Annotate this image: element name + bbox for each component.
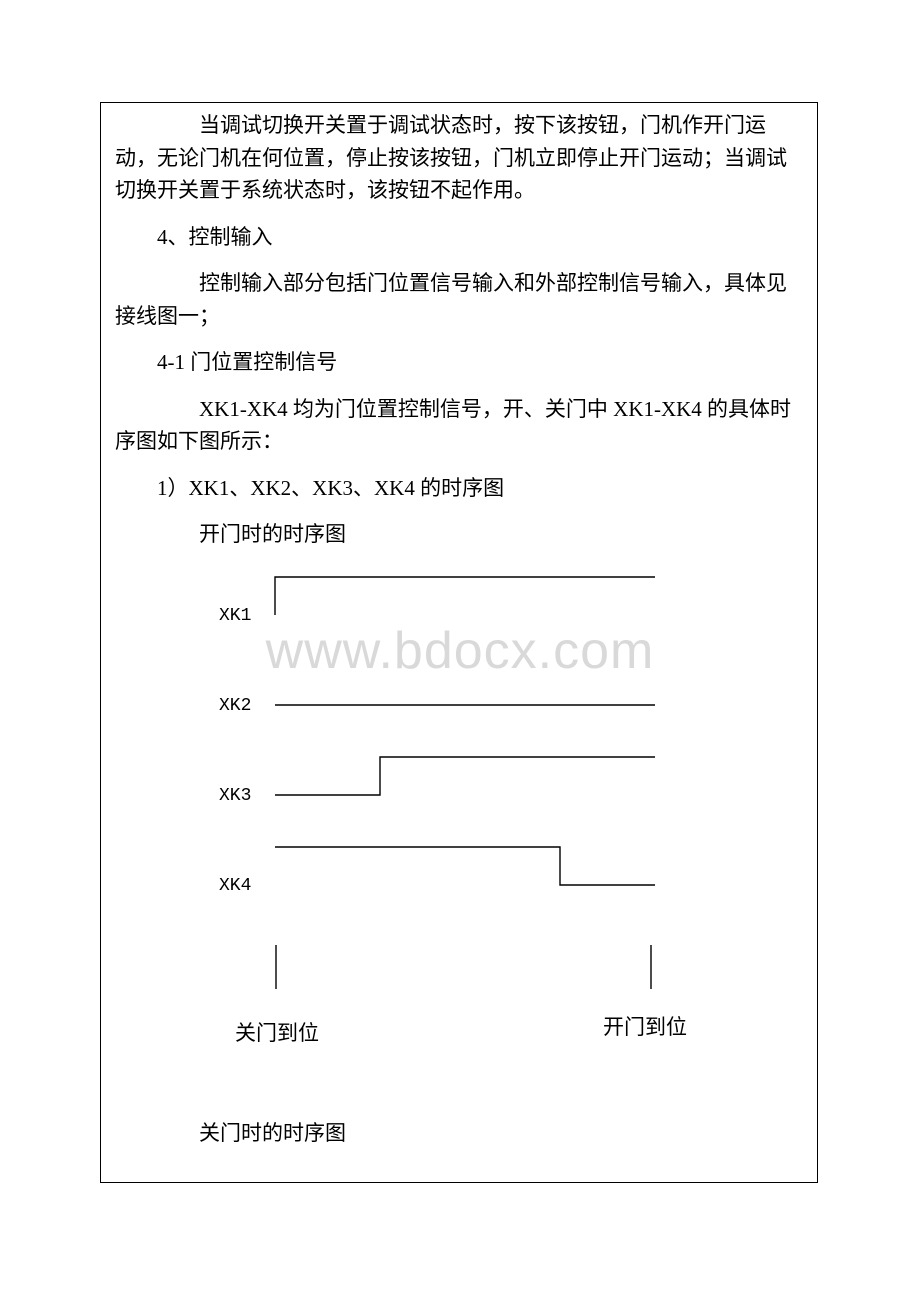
signal-label-xk1: XK1: [219, 603, 251, 631]
document-frame: 当调试切换开关置于调试状态时，按下该按钮，门机作开门运动，无论门机在何位置，停止…: [100, 102, 818, 1183]
signal-label-xk2: XK2: [219, 693, 251, 721]
page-root: www.bdocx.com 当调试切换开关置于调试状态时，按下该按钮，门机作开门…: [0, 0, 920, 1302]
trace-xk1: [275, 577, 655, 615]
trace-xk4: [275, 847, 655, 885]
signal-label-xk3: XK3: [219, 783, 251, 811]
heading-control-input: 4、控制输入: [115, 221, 803, 254]
signal-label-xk4: XK4: [219, 873, 251, 901]
caption-open-timing: 开门时的时序图: [115, 518, 803, 551]
marker-label-close: 关门到位: [235, 1017, 319, 1050]
heading-door-pos-signal: 4-1 门位置控制信号: [115, 346, 803, 379]
paragraph-xk-desc: XK1-XK4 均为门位置控制信号，开、关门中 XK1-XK4 的具体时序图如下…: [115, 393, 803, 458]
heading-timing-list: 1）XK1、XK2、XK3、XK4 的时序图: [115, 472, 803, 505]
paragraph-intro: 当调试切换开关置于调试状态时，按下该按钮，门机作开门运动，无论门机在何位置，停止…: [115, 109, 803, 207]
caption-close-timing: 关门时的时序图: [115, 1117, 803, 1150]
timing-diagram-open: XK1 XK2 XK3 XK4 关门到位 开门到位: [135, 557, 775, 1117]
paragraph-control-input: 控制输入部分包括门位置信号输入和外部控制信号输入，具体见接线图一；: [115, 267, 803, 332]
marker-label-open: 开门到位: [603, 1011, 687, 1044]
trace-xk3: [275, 757, 655, 795]
